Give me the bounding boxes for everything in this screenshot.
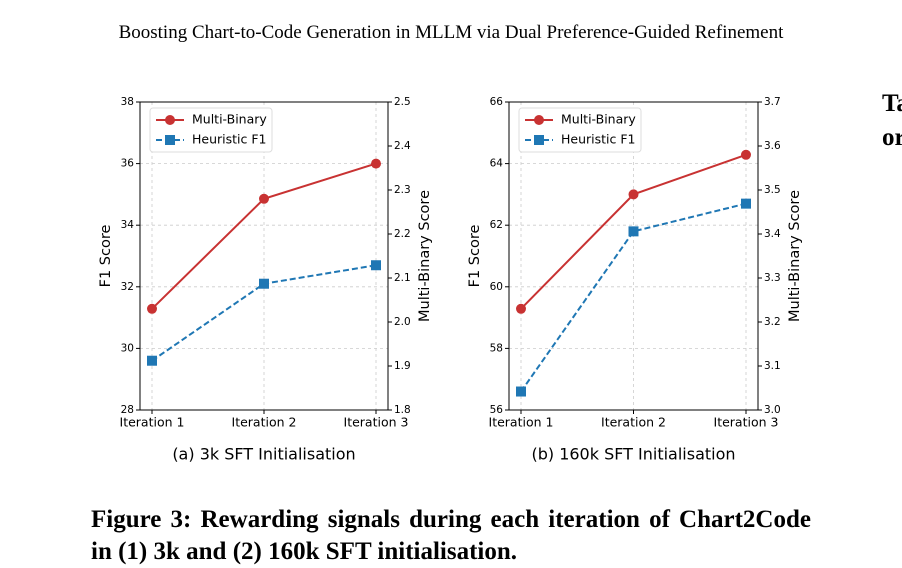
y-tick-label: 32 [121,281,134,293]
y2-tick-label: 3.0 [764,404,781,416]
x-tick-label: Iteration 2 [601,415,666,430]
series-line [520,202,747,393]
y2-tick-label: 3.1 [764,360,781,372]
y-axis-label: F1 Score [98,225,114,288]
y-tick-label: 56 [490,404,504,416]
y2-tick-label: 3.7 [764,96,781,108]
marker [371,158,381,169]
marker [741,198,751,209]
marker [516,303,526,314]
y2-tick-label: 2.2 [394,228,411,240]
y2-tick-label: 3.3 [764,272,781,284]
y-tick-label: 38 [121,96,134,108]
running-header: Boosting Chart-to-Code Generation in MLL… [118,22,784,43]
marker [147,303,157,314]
y-tick-label: 62 [490,219,503,231]
chart-title: (a) 3k SFT Initialisation [172,445,355,464]
side-text: Ta [882,90,902,117]
axes-frame [139,101,389,411]
marker [628,226,639,237]
legend-label: Multi-Binary [561,112,636,127]
y-tick-label: 64 [490,158,504,170]
y-axis-label: F1 Score [467,225,483,288]
y-tick-label: 60 [490,281,503,293]
marker [259,193,269,204]
marker [741,149,751,160]
y-tick-label: 34 [121,219,135,231]
legend-marker [165,115,175,125]
y2-tick-label: 3.6 [764,140,781,152]
x-tick-label: Iteration 3 [344,415,409,430]
y-tick-label: 36 [121,158,135,170]
x-tick-label: Iteration 2 [232,415,297,430]
y2-axis-label: Multi-Binary Score [787,190,803,322]
y2-tick-label: 2.0 [394,316,411,328]
y2-tick-label: 3.4 [764,228,781,240]
legend-marker [165,135,175,145]
marker [371,260,381,271]
marker [147,355,157,366]
marker [259,278,269,289]
y2-axis-label: Multi-Binary Score [417,190,433,322]
y-tick-label: 30 [121,342,134,354]
axes-frame [508,101,759,411]
legend-label: Heuristic F1 [561,132,636,147]
y-tick-label: 66 [490,96,504,108]
y2-tick-label: 3.5 [764,184,781,196]
marker [628,189,639,200]
y-tick-label: 28 [121,404,134,416]
y2-tick-label: 1.9 [394,360,411,372]
figure-caption: Figure 3: Rewarding signals during each … [91,506,811,565]
y-tick-label: 58 [490,342,503,354]
legend-label: Heuristic F1 [192,132,267,147]
x-tick-label: Iteration 3 [714,415,779,430]
legend-marker [534,115,544,125]
y2-tick-label: 1.8 [394,404,411,416]
marker [516,386,526,397]
legend-marker [534,135,544,145]
y2-tick-label: 2.4 [394,140,411,152]
legend-label: Multi-Binary [192,112,267,127]
chart-title: (b) 160k SFT Initialisation [531,445,735,464]
y2-tick-label: 2.3 [394,184,411,196]
y2-tick-label: 2.5 [394,96,411,108]
x-tick-label: Iteration 1 [120,415,185,430]
side-text: or [882,124,902,151]
y2-tick-label: 2.1 [394,272,411,284]
y2-tick-label: 3.2 [764,316,781,328]
x-tick-label: Iteration 1 [489,415,554,430]
